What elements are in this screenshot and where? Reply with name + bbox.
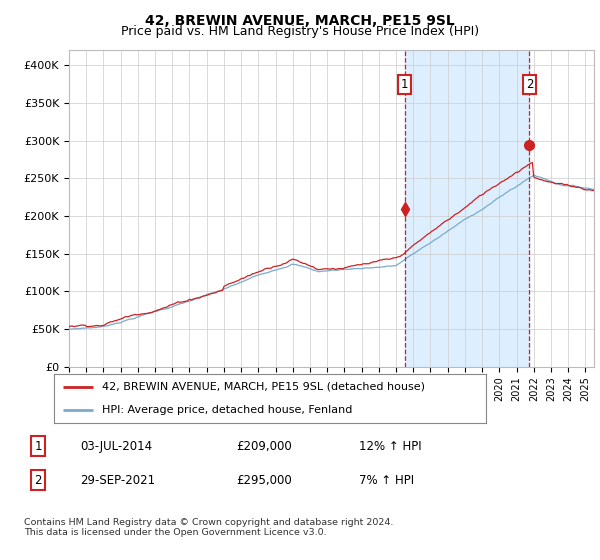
Text: HPI: Average price, detached house, Fenland: HPI: Average price, detached house, Fenl… <box>101 405 352 416</box>
Text: 03-JUL-2014: 03-JUL-2014 <box>80 440 152 452</box>
Text: 42, BREWIN AVENUE, MARCH, PE15 9SL (detached house): 42, BREWIN AVENUE, MARCH, PE15 9SL (deta… <box>101 382 425 392</box>
Text: Contains HM Land Registry data © Crown copyright and database right 2024.
This d: Contains HM Land Registry data © Crown c… <box>24 518 394 538</box>
Text: £209,000: £209,000 <box>236 440 292 452</box>
Text: 42, BREWIN AVENUE, MARCH, PE15 9SL: 42, BREWIN AVENUE, MARCH, PE15 9SL <box>145 14 455 28</box>
Text: 2: 2 <box>526 78 533 91</box>
Text: £295,000: £295,000 <box>236 474 292 487</box>
Text: 2: 2 <box>34 474 42 487</box>
Text: 1: 1 <box>34 440 42 452</box>
Text: 7% ↑ HPI: 7% ↑ HPI <box>359 474 414 487</box>
Bar <box>404 50 529 367</box>
Text: Price paid vs. HM Land Registry's House Price Index (HPI): Price paid vs. HM Land Registry's House … <box>121 25 479 38</box>
Text: 12% ↑ HPI: 12% ↑ HPI <box>359 440 421 452</box>
Text: 29-SEP-2021: 29-SEP-2021 <box>80 474 155 487</box>
Text: 1: 1 <box>401 78 409 91</box>
